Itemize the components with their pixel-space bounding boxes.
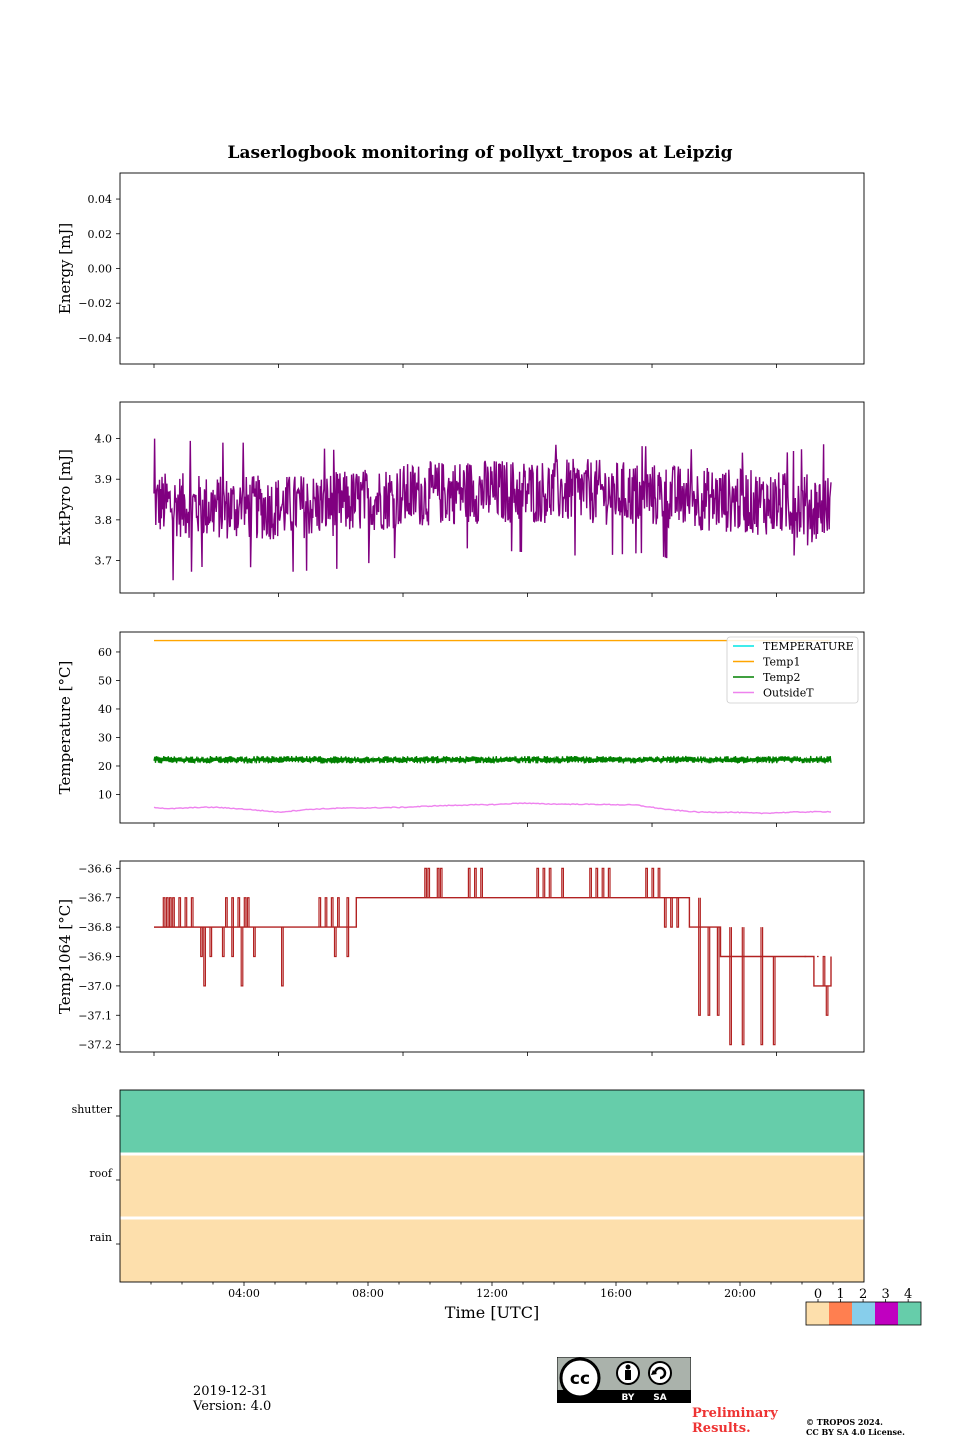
status-row-shutter — [120, 1090, 864, 1154]
svg-text:cc: cc — [570, 1369, 590, 1389]
spike-group-1 — [162, 897, 194, 928]
panel-1-frame — [119, 172, 865, 365]
run-date: 2019-12-31 — [193, 1384, 268, 1399]
y-tick-label: −36.6 — [78, 862, 112, 875]
legend-label-outsidet: OutsideT — [763, 687, 814, 700]
legend-frame — [726, 636, 859, 704]
y-axis-label: Temperature [°C] — [56, 661, 74, 795]
colorbar-tick-label: 3 — [881, 1287, 889, 1302]
y-tick-label: 3.8 — [95, 514, 113, 527]
series-temp2 — [153, 755, 832, 764]
y-tick-label: −0.02 — [78, 297, 112, 310]
cc-icon — [559, 1357, 601, 1399]
y-tick-label: −36.8 — [78, 921, 112, 934]
colorbar-tick-label: 2 — [859, 1287, 867, 1302]
colorbar-cell-2 — [852, 1302, 875, 1325]
y-tick-label: 4.0 — [95, 433, 113, 446]
panel-3-frame — [119, 631, 865, 824]
y-tick-label: −0.04 — [78, 332, 112, 345]
colorbar-tick-label: 4 — [904, 1287, 912, 1302]
status-row-label: rain — [90, 1231, 112, 1244]
x-tick-label: 04:00 — [228, 1287, 260, 1300]
spike-group-4 — [225, 897, 250, 928]
spike-group-5 — [318, 897, 350, 928]
y-tick-label: 0.04 — [88, 193, 113, 206]
status-row-rain — [120, 1218, 864, 1282]
preliminary-line1: Preliminary — [692, 1406, 778, 1421]
y-tick-label: 40 — [98, 703, 112, 716]
cc-license-badge: cc BY SA — [556, 1356, 692, 1404]
y-tick-label: 20 — [98, 760, 112, 773]
x-tick-label: 20:00 — [724, 1287, 756, 1300]
y-tick-label: 3.9 — [95, 473, 113, 486]
y-axis-label: ExtPyro [mJ] — [56, 449, 74, 546]
copyright-line2: CC BY SA 4.0 License. — [806, 1427, 905, 1437]
spike-group-12 — [825, 985, 829, 1016]
spike-group-9 — [698, 897, 720, 1016]
colorbar-cell-3 — [875, 1302, 898, 1325]
preliminary-line2: Results. — [692, 1421, 751, 1436]
spike-group-2 — [200, 927, 256, 958]
legend-label-temp1: Temp1 — [763, 656, 800, 669]
y-axis-label: Energy [mJ] — [56, 223, 74, 314]
cc-by-label: BY — [622, 1393, 635, 1403]
y-tick-label: 10 — [98, 788, 112, 801]
series-extpyro — [153, 438, 832, 581]
y-tick-label: −37.0 — [78, 980, 112, 993]
y-tick-label: −36.9 — [78, 951, 112, 964]
series-temp1064 — [153, 897, 832, 987]
x-tick-label: 16:00 — [600, 1287, 632, 1300]
copyright-note: © TROPOS 2024. CC BY SA 4.0 License. — [806, 1417, 905, 1437]
x-tick-label: 12:00 — [476, 1287, 508, 1300]
chart-title: Laserlogbook monitoring of pollyxt_tropo… — [227, 143, 732, 163]
y-tick-label: −37.1 — [78, 1009, 112, 1022]
run-info: 2019-12-31 Version: 4.0 — [193, 1384, 271, 1414]
y-tick-label: 50 — [98, 674, 112, 687]
legend-label-temperature: TEMPERATURE — [763, 640, 854, 653]
y-tick-label: −37.2 — [78, 1039, 112, 1052]
spike-group-10 — [729, 927, 776, 1046]
y-tick-label: 60 — [98, 646, 112, 659]
y-axis-label: Temp1064 [°C] — [56, 899, 74, 1014]
version-label: Version: 4.0 — [193, 1399, 272, 1414]
copyright-line1: © TROPOS 2024. — [806, 1417, 883, 1427]
status-row-label: shutter — [72, 1103, 113, 1116]
colorbar-tick-label: 0 — [814, 1287, 822, 1302]
spike-group-8 — [663, 897, 680, 928]
y-tick-label: 0.00 — [88, 263, 113, 276]
x-axis-label: Time [UTC] — [445, 1303, 539, 1322]
x-tick-label: 08:00 — [352, 1287, 384, 1300]
y-tick-label: 30 — [98, 731, 112, 744]
spike-group-11 — [804, 955, 826, 986]
colorbar-cell-4 — [898, 1302, 921, 1325]
colorbar-frame — [805, 1301, 922, 1326]
status-row-roof — [120, 1154, 864, 1218]
colorbar-tick-label: 1 — [836, 1287, 844, 1302]
y-tick-label: 0.02 — [88, 228, 113, 241]
spike-group-6 — [333, 927, 350, 958]
cc-sa-label: SA — [653, 1393, 666, 1403]
spike-group-3 — [203, 927, 284, 987]
sa-share-icon — [648, 1361, 672, 1385]
series-outsidet — [153, 802, 832, 815]
colorbar-cell-0 — [806, 1302, 829, 1325]
y-tick-label: −36.7 — [78, 892, 112, 905]
status-row-label: roof — [89, 1167, 113, 1180]
panel-2-frame — [119, 401, 865, 594]
spike-group-7 — [424, 867, 661, 898]
legend: TEMPERATURE Temp1 Temp2 OutsideT — [726, 636, 859, 704]
colorbar-cell-1 — [829, 1302, 852, 1325]
preliminary-note: Preliminary Results. — [692, 1406, 778, 1436]
legend-label-temp2: Temp2 — [763, 671, 800, 684]
y-tick-label: 3.7 — [95, 554, 113, 567]
